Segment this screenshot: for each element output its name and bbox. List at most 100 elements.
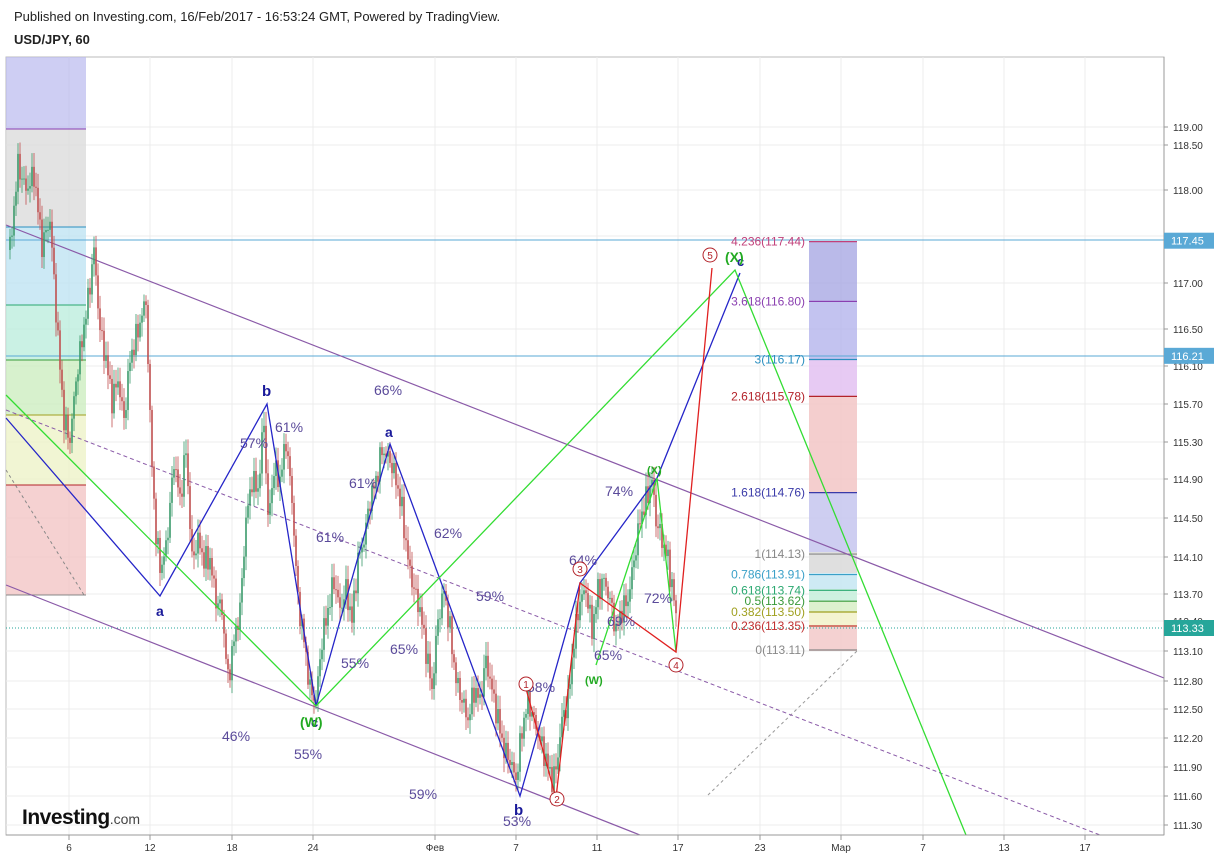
candle-body bbox=[617, 623, 619, 626]
candle-body bbox=[579, 601, 581, 621]
candle-body bbox=[397, 485, 399, 489]
candle-body bbox=[543, 736, 545, 767]
candle-body bbox=[175, 469, 177, 471]
candle-body bbox=[63, 389, 65, 431]
candle-body bbox=[71, 418, 73, 443]
candle-body bbox=[571, 657, 573, 685]
candle-body bbox=[317, 676, 319, 700]
y-tick-label: 119.00 bbox=[1173, 123, 1203, 134]
candle-body bbox=[57, 322, 59, 331]
candle-body bbox=[353, 590, 355, 623]
candle-body bbox=[367, 508, 369, 523]
candle-body bbox=[25, 178, 27, 191]
candle-body bbox=[119, 381, 121, 398]
candle-body bbox=[193, 551, 195, 556]
candle-body bbox=[391, 462, 393, 474]
candle-body bbox=[83, 324, 85, 348]
y-tick-label: 113.10 bbox=[1173, 647, 1203, 658]
candle-body bbox=[281, 469, 283, 477]
candle-body bbox=[377, 475, 379, 482]
candle-body bbox=[177, 469, 179, 488]
candle-body bbox=[157, 537, 159, 545]
candle-body bbox=[191, 529, 193, 552]
candle-body bbox=[223, 615, 225, 634]
candle-body bbox=[585, 590, 587, 594]
candle-body bbox=[451, 616, 453, 655]
candle-body bbox=[351, 606, 353, 623]
candle-body bbox=[293, 502, 295, 536]
candle-body bbox=[111, 378, 113, 414]
candle-body bbox=[471, 687, 473, 715]
candle-body bbox=[597, 579, 599, 608]
symbol-label: USD/JPY, 60 bbox=[14, 32, 90, 47]
candle-body bbox=[601, 578, 603, 600]
candle-body bbox=[357, 552, 359, 594]
candle-body bbox=[513, 762, 515, 773]
candle-body bbox=[49, 221, 51, 230]
price-marker-label: 117.45 bbox=[1171, 236, 1204, 248]
y-tick-label: 117.00 bbox=[1173, 279, 1203, 290]
candle-body bbox=[165, 540, 167, 557]
pct-label: 55% bbox=[341, 655, 369, 671]
candle-body bbox=[287, 451, 289, 457]
candle-body bbox=[489, 676, 491, 679]
candle-body bbox=[593, 614, 595, 639]
wave-label-w-green: (W) bbox=[300, 714, 323, 730]
candle-body bbox=[363, 544, 365, 548]
pct-label: 65% bbox=[390, 641, 418, 657]
candle-body bbox=[615, 623, 617, 632]
candle-body bbox=[575, 614, 577, 649]
candle-body bbox=[505, 742, 507, 759]
candle-body bbox=[523, 717, 525, 739]
plot-area bbox=[5, 56, 1165, 836]
candle-body bbox=[649, 485, 651, 503]
candle-body bbox=[59, 330, 61, 370]
candle-body bbox=[533, 712, 535, 715]
candle-body bbox=[283, 444, 285, 470]
candle-body bbox=[647, 486, 649, 503]
candle-body bbox=[507, 742, 509, 760]
candle-body bbox=[53, 247, 55, 275]
candle-body bbox=[197, 532, 199, 554]
candle-body bbox=[415, 588, 417, 590]
pct-label: 69% bbox=[607, 613, 635, 629]
wave-label-1: 1 bbox=[523, 680, 529, 691]
candle-body bbox=[449, 616, 451, 628]
candle-body bbox=[577, 614, 579, 621]
candle-body bbox=[323, 618, 325, 650]
price-axis[interactable]: 119.00118.50118.00117.50117.00116.50116.… bbox=[1163, 57, 1203, 835]
x-tick-label: 7 bbox=[513, 843, 519, 854]
pct-label: 74% bbox=[605, 483, 633, 499]
candle-body bbox=[133, 349, 135, 356]
candle-body bbox=[145, 301, 147, 306]
candle-body bbox=[239, 602, 241, 630]
candle-body bbox=[235, 625, 237, 642]
candle-body bbox=[547, 753, 549, 769]
candle-body bbox=[241, 578, 243, 603]
time-axis[interactable]: 6 12 18 24 Фев 7 11 17 23 Мар 7 13 17 bbox=[6, 834, 1164, 854]
candle-body bbox=[179, 487, 181, 494]
candle-body bbox=[27, 188, 29, 191]
candle-body bbox=[531, 712, 533, 717]
candle-body bbox=[589, 604, 591, 609]
candle-body bbox=[611, 597, 613, 603]
candle-body bbox=[17, 153, 19, 192]
candle-body bbox=[211, 557, 213, 576]
candle-body bbox=[551, 767, 553, 792]
candle-body bbox=[101, 330, 103, 332]
left-fib-zones bbox=[5, 57, 86, 596]
candle-body bbox=[275, 460, 277, 477]
candle-body bbox=[307, 651, 309, 685]
candle-body bbox=[381, 447, 383, 456]
candle-body bbox=[399, 488, 401, 507]
candle-body bbox=[329, 607, 331, 609]
candle-body bbox=[427, 653, 429, 664]
pct-label: 62% bbox=[434, 525, 462, 541]
candle-body bbox=[443, 590, 445, 594]
candle-body bbox=[341, 607, 343, 609]
candle-body bbox=[115, 383, 117, 388]
candle-body bbox=[257, 488, 259, 492]
channel-lines bbox=[5, 224, 1165, 836]
candle-body bbox=[665, 544, 667, 557]
